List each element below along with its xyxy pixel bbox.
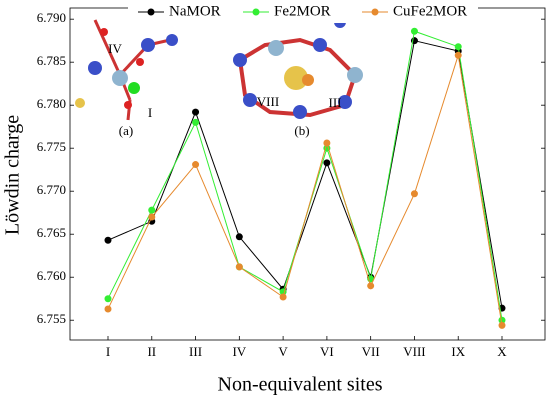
data-point (410, 27, 418, 35)
legend-marker (371, 8, 379, 16)
data-point (323, 139, 331, 147)
legend-box (128, 1, 478, 23)
x-tick-label: X (497, 344, 507, 359)
legend-label: Fe2MOR (274, 3, 331, 19)
data-point (192, 108, 200, 116)
data-point (104, 236, 112, 244)
x-axis-title: Non-equivalent sites (218, 374, 383, 396)
x-tick-label: VI (320, 344, 334, 359)
annotation: (a) (119, 123, 133, 138)
y-tick-label: 6.765 (37, 225, 66, 240)
data-point (104, 295, 112, 303)
data-point (148, 206, 156, 214)
data-point (323, 159, 331, 167)
legend-marker (147, 8, 155, 16)
y-tick-label: 6.775 (37, 139, 66, 154)
data-point (410, 190, 418, 198)
series-line (107, 55, 503, 326)
data-point (104, 305, 112, 313)
inset-b (225, 10, 375, 120)
annotation: I (148, 105, 152, 120)
x-tick-label: III (189, 344, 202, 359)
data-point (192, 161, 200, 169)
x-tick-label: II (147, 344, 156, 359)
y-tick-label: 6.790 (37, 10, 66, 25)
data-point (235, 263, 243, 271)
legend-label: NaMOR (169, 3, 221, 19)
data-point (498, 321, 506, 329)
y-tick-label: 6.780 (37, 96, 66, 111)
data-point (235, 233, 243, 241)
data-point (454, 43, 462, 51)
legend-marker (252, 8, 260, 16)
data-point (498, 316, 506, 324)
y-axis-title: Löwdin charge (2, 115, 24, 235)
annotation: IV (108, 41, 122, 56)
x-tick-label: VII (362, 344, 380, 359)
data-point (279, 293, 287, 301)
x-tick-label: VIII (403, 344, 425, 359)
x-tick-label: IV (232, 344, 246, 359)
y-tick-label: 6.755 (37, 311, 66, 326)
data-point (454, 51, 462, 59)
x-tick-label: I (106, 344, 110, 359)
annotation: III (329, 95, 342, 110)
y-tick-label: 6.785 (37, 53, 66, 68)
annotation: (b) (294, 123, 309, 138)
data-point (192, 118, 200, 126)
annotation: VIII (257, 94, 279, 109)
x-tick-label: V (278, 344, 288, 359)
data-point (148, 213, 156, 221)
x-tick-label: IX (451, 344, 465, 359)
legend-label: CuFe2MOR (393, 3, 467, 19)
y-tick-label: 6.760 (37, 268, 66, 283)
y-tick-label: 6.770 (37, 182, 66, 197)
inset-a (75, 10, 186, 121)
data-point (367, 282, 375, 290)
